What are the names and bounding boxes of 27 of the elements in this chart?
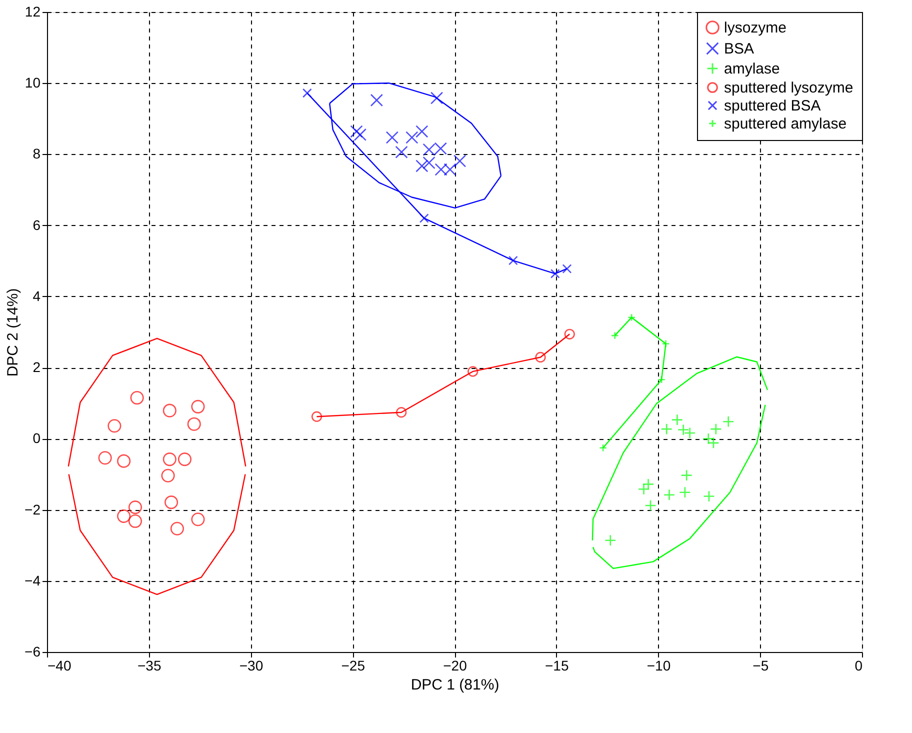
y-tick-label: 10	[24, 74, 41, 91]
x-tick-label: −5	[752, 658, 769, 674]
y-tick-label: 2	[32, 359, 41, 376]
x-tick-label: −15	[545, 658, 569, 674]
y-tick-label: −4	[24, 572, 41, 588]
x-tick-label: 0	[854, 658, 863, 674]
y-tick-label: 8	[32, 146, 41, 162]
x-tick-label: −10	[646, 658, 671, 674]
y-axis-title: DPC 2 (14%)	[4, 288, 22, 377]
x-tick-label: −30	[239, 658, 264, 674]
legend-label: lysozyme	[724, 20, 787, 36]
legend-label: sputtered lysozyme	[724, 80, 854, 96]
x-axis-title: DPC 1 (81%)	[410, 676, 500, 694]
x-tick-label: −35	[138, 658, 162, 674]
legend-label: sputtered BSA	[724, 98, 821, 114]
legend-label: amylase	[724, 60, 780, 78]
legend-label: sputtered amylase	[724, 116, 847, 132]
legend-label: BSA	[724, 40, 754, 58]
y-tick-label: 4	[32, 288, 41, 304]
x-tick-label: −25	[341, 658, 366, 674]
y-tick-label: 0	[32, 430, 41, 446]
x-tick-label: −20	[443, 658, 468, 674]
y-tick-label: −2	[24, 501, 41, 518]
y-tick-label: −6	[24, 644, 41, 660]
x-tick-label: −40	[48, 658, 72, 674]
y-tick-label: 12	[24, 4, 41, 20]
y-tick-label: 6	[32, 216, 41, 233]
